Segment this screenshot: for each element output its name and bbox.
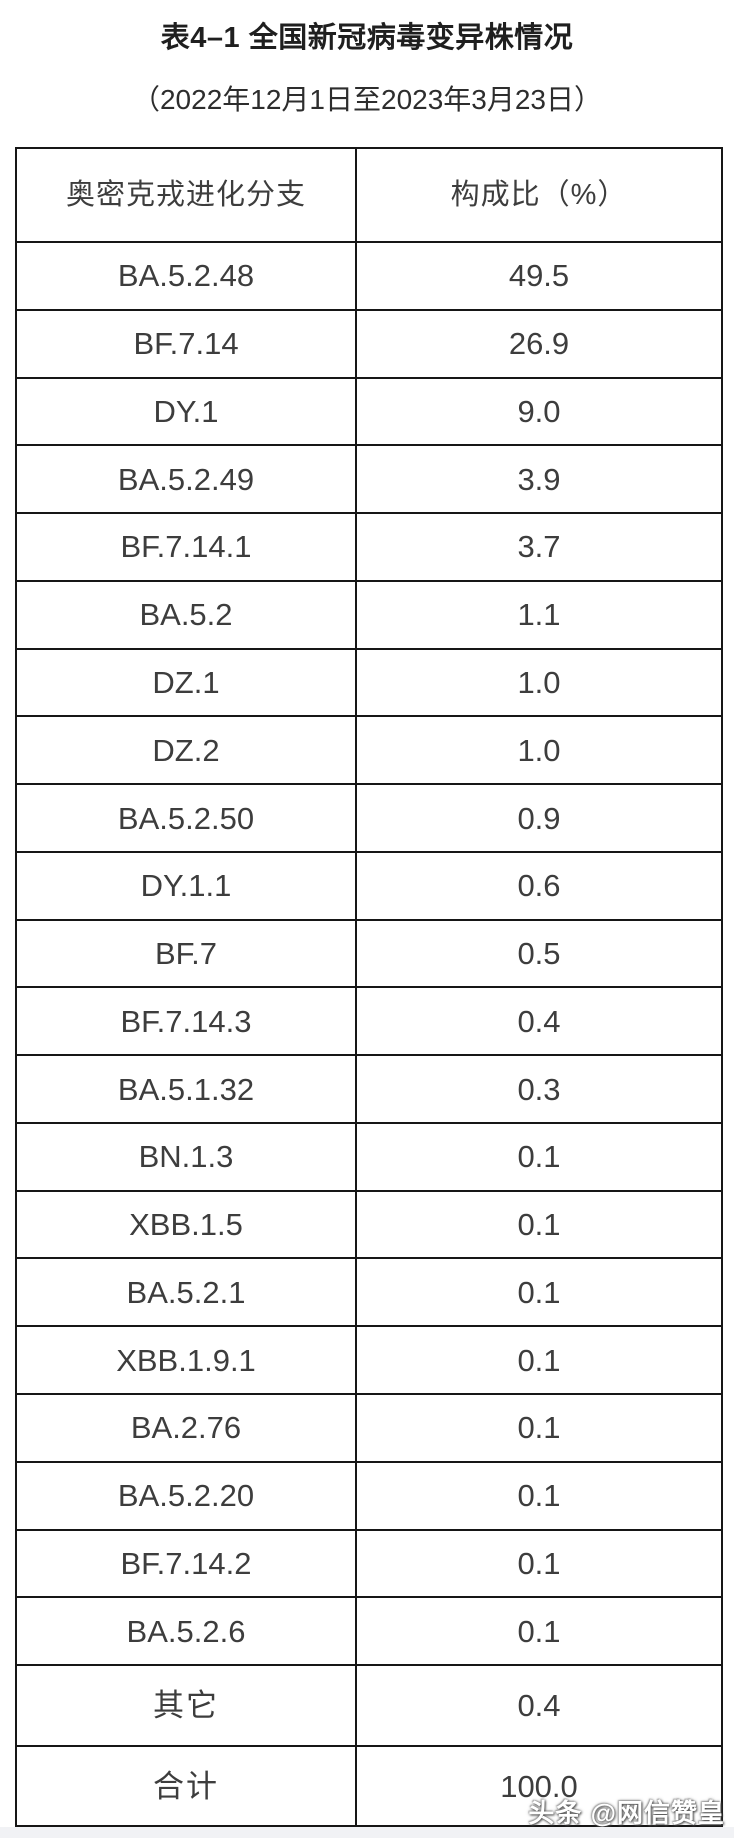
variant-name-cell: BA.5.2.6 [17,1598,357,1665]
percent-value-cell: 0.1 [517,1613,561,1649]
variant-name-cell: BF.7.14 [17,310,357,377]
percent-value-cell: 26.9 [508,326,570,362]
variant-name-cell: BA.5.1.32 [17,1056,357,1122]
table-row: XBB.1.5 0.1 [17,1191,721,1260]
table-row: BF.7.14.1 3.7 [17,514,721,582]
variant-name-cell: BA.5.2.48 [17,243,357,309]
percent-value-cell: 100.0 [500,1768,578,1804]
percent-value-cell: 9.0 [517,393,561,429]
toutiao-watermark: 头条 @网信赞皇 [528,1798,725,1828]
variant-name-cell: DY.1.1 [17,852,357,919]
percent-value-cell: 49.5 [508,258,570,294]
variant-name-cell: BF.7.14.2 [17,1530,357,1597]
percent-value-cell: 0.1 [517,1207,561,1243]
variant-table: 奥密克戎进化分支 构成比（%） BA.5.2.48 49.5 BF.7.14 26.9… [15,147,723,1827]
table-row: BA.5.2.50 0.9 [17,785,721,853]
table-row: BA.5.1.32 0.3 [17,1056,721,1124]
percent-value-cell: 0.1 [517,1478,561,1514]
percent-value-cell: 0.1 [517,1139,561,1175]
table-row: DZ.1 1.0 [17,649,721,718]
column-header-variant-branch: 奥密克戎进化分支 [17,149,357,241]
percent-value-cell: 1.1 [517,597,561,633]
table-row: BF.7.14 26.9 [17,310,721,379]
variant-name-cell: BF.7.14.3 [17,988,357,1055]
table-row: 其它 0.4 [17,1666,721,1748]
variant-name-cell: BA.5.2.49 [17,446,357,513]
variant-name-cell: BA.5.2.20 [17,1462,357,1529]
percent-value-cell: 0.1 [517,1342,561,1378]
date-range-subtitle: （2022年12月1日至2023年3月23日） [131,84,602,115]
percent-value-cell: 0.4 [517,1688,561,1724]
percent-value-cell: 0.3 [517,1071,561,1107]
percent-value-cell: 1.0 [517,732,561,768]
table-row: BA.5.2.48 49.5 [17,243,721,311]
variant-name-cell: BN.1.3 [17,1123,357,1190]
table-row: BF.7.14.3 0.4 [17,988,721,1057]
table-row: BA.5.2 1.1 [17,581,721,650]
variant-name-cell: 其它 [17,1666,357,1746]
percent-value-cell: 0.4 [517,1003,561,1039]
page-title: 表4–1 全国新冠病毒变异株情况 [160,22,574,54]
variant-name-cell: DY.1 [17,378,357,445]
table-row: XBB.1.9.1 0.1 [17,1327,721,1396]
variant-name-cell: BA.5.2.1 [17,1259,357,1326]
table-row: 合计 100.0 [17,1747,721,1826]
percent-value-cell: 0.9 [517,800,561,836]
table-row: DY.1 9.0 [17,378,721,447]
table-row: BN.1.3 0.1 [17,1123,721,1192]
table-row: DZ.2 1.0 [17,717,721,786]
percent-value-cell: 0.6 [517,868,561,904]
table-row: BA.5.2.20 0.1 [17,1462,721,1531]
table-row: BF.7.14.2 0.1 [17,1530,721,1599]
variant-name-cell: BF.7.14.1 [17,514,357,580]
variant-name-cell: XBB.1.5 [17,1191,357,1258]
table-row: BA.5.2.1 0.1 [17,1259,721,1328]
table-row: BA.5.2.6 0.1 [17,1598,721,1667]
percent-value-cell: 0.1 [517,1545,561,1581]
table-row: BF.7 0.5 [17,920,721,989]
percent-value-cell: 0.1 [517,1274,561,1310]
table-row: DY.1.1 0.6 [17,852,721,921]
bottom-strip [0,1827,734,1838]
table-row: BA.2.76 0.1 [17,1395,721,1463]
variant-name-cell: DZ.1 [17,649,357,716]
variant-name-cell: BF.7 [17,920,357,987]
variant-name-cell: BA.5.2 [17,581,357,648]
variant-name-cell: BA.5.2.50 [17,785,357,851]
percent-value-cell: 1.0 [517,664,561,700]
percent-value-cell: 3.7 [517,529,561,565]
variant-name-cell: XBB.1.9.1 [17,1327,357,1394]
percent-value-cell: 0.1 [517,1410,561,1446]
variant-name-cell: DZ.2 [17,717,357,784]
table-header-row: 奥密克戎进化分支 构成比（%） [17,149,721,243]
percent-value-cell: 0.5 [517,936,561,972]
variant-name-cell: 合计 [17,1747,357,1826]
table-row: BA.5.2.49 3.9 [17,446,721,515]
percent-value-cell: 3.9 [517,461,561,497]
column-header-composition-ratio: 构成比（%） [450,178,628,211]
variant-name-cell: BA.2.76 [17,1395,357,1461]
